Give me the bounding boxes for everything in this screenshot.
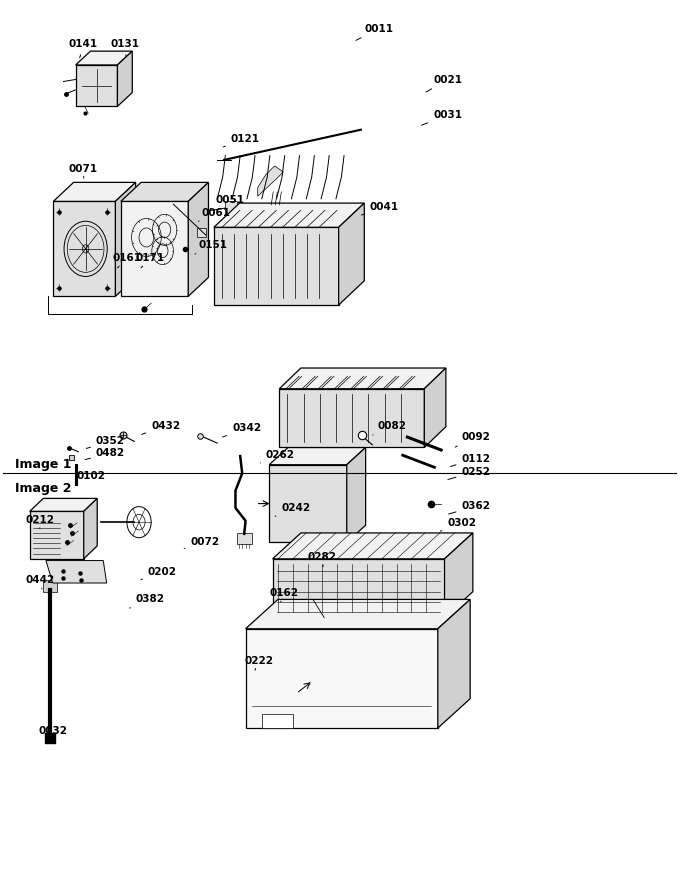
Text: Image 1: Image 1 — [15, 458, 71, 471]
Text: 0092: 0092 — [455, 432, 490, 448]
Text: 0041: 0041 — [362, 202, 398, 215]
Polygon shape — [46, 561, 107, 583]
Bar — [237, 533, 252, 544]
Text: 0031: 0031 — [422, 110, 462, 125]
Text: 0102: 0102 — [75, 471, 106, 486]
Text: 0252: 0252 — [448, 467, 490, 480]
Text: Image 2: Image 2 — [15, 482, 71, 495]
Polygon shape — [75, 65, 118, 106]
Polygon shape — [245, 600, 470, 629]
Text: 0112: 0112 — [451, 454, 490, 467]
Text: 0382: 0382 — [130, 594, 165, 608]
Polygon shape — [245, 629, 438, 728]
Text: 0051: 0051 — [211, 195, 245, 209]
Polygon shape — [269, 465, 347, 542]
Text: 0162: 0162 — [269, 588, 299, 602]
Polygon shape — [121, 182, 209, 202]
Bar — [262, 714, 293, 728]
Text: 0432: 0432 — [141, 421, 180, 434]
Text: 0011: 0011 — [356, 23, 393, 40]
Polygon shape — [118, 51, 133, 106]
Text: 0071: 0071 — [69, 163, 98, 178]
Text: 0061: 0061 — [199, 209, 231, 222]
Text: 0151: 0151 — [195, 240, 227, 254]
Polygon shape — [273, 533, 473, 559]
Text: 0482: 0482 — [85, 448, 125, 460]
Polygon shape — [339, 203, 364, 305]
Text: 0442: 0442 — [26, 575, 55, 589]
Text: 0242: 0242 — [275, 503, 311, 516]
Text: 0222: 0222 — [244, 656, 273, 670]
Polygon shape — [445, 533, 473, 618]
Text: 0171: 0171 — [135, 254, 165, 268]
Text: 0262: 0262 — [260, 450, 295, 463]
Polygon shape — [30, 499, 97, 511]
Polygon shape — [53, 182, 135, 202]
Polygon shape — [279, 388, 424, 448]
Polygon shape — [347, 448, 366, 542]
Text: 0212: 0212 — [26, 515, 54, 528]
Text: 0302: 0302 — [441, 519, 476, 531]
Polygon shape — [75, 51, 133, 65]
Polygon shape — [273, 559, 445, 618]
Bar — [197, 228, 206, 236]
Text: 0161: 0161 — [113, 254, 141, 268]
Polygon shape — [258, 166, 284, 196]
Text: 0141: 0141 — [69, 39, 98, 58]
Polygon shape — [53, 202, 116, 296]
Text: 0121: 0121 — [223, 134, 260, 147]
Text: 0342: 0342 — [222, 423, 261, 437]
Polygon shape — [84, 499, 97, 559]
Text: 0282: 0282 — [307, 552, 337, 567]
Polygon shape — [424, 368, 446, 448]
Polygon shape — [121, 202, 188, 296]
Text: 0362: 0362 — [449, 501, 490, 514]
Text: 0021: 0021 — [426, 75, 462, 92]
Text: 0072: 0072 — [184, 536, 220, 548]
Polygon shape — [279, 368, 446, 388]
Text: 0202: 0202 — [141, 567, 177, 580]
Polygon shape — [188, 182, 209, 296]
Polygon shape — [116, 182, 135, 296]
Text: 0082: 0082 — [373, 421, 406, 435]
Text: 0032: 0032 — [39, 726, 67, 740]
Text: 0352: 0352 — [86, 436, 125, 448]
Bar — [69, 455, 74, 461]
Polygon shape — [30, 511, 84, 559]
Text: 0131: 0131 — [111, 39, 139, 57]
Polygon shape — [438, 600, 470, 728]
Circle shape — [82, 245, 89, 253]
Bar — [225, 201, 237, 215]
Polygon shape — [269, 448, 366, 465]
Polygon shape — [214, 203, 364, 228]
Polygon shape — [214, 228, 339, 305]
Bar — [44, 580, 56, 592]
